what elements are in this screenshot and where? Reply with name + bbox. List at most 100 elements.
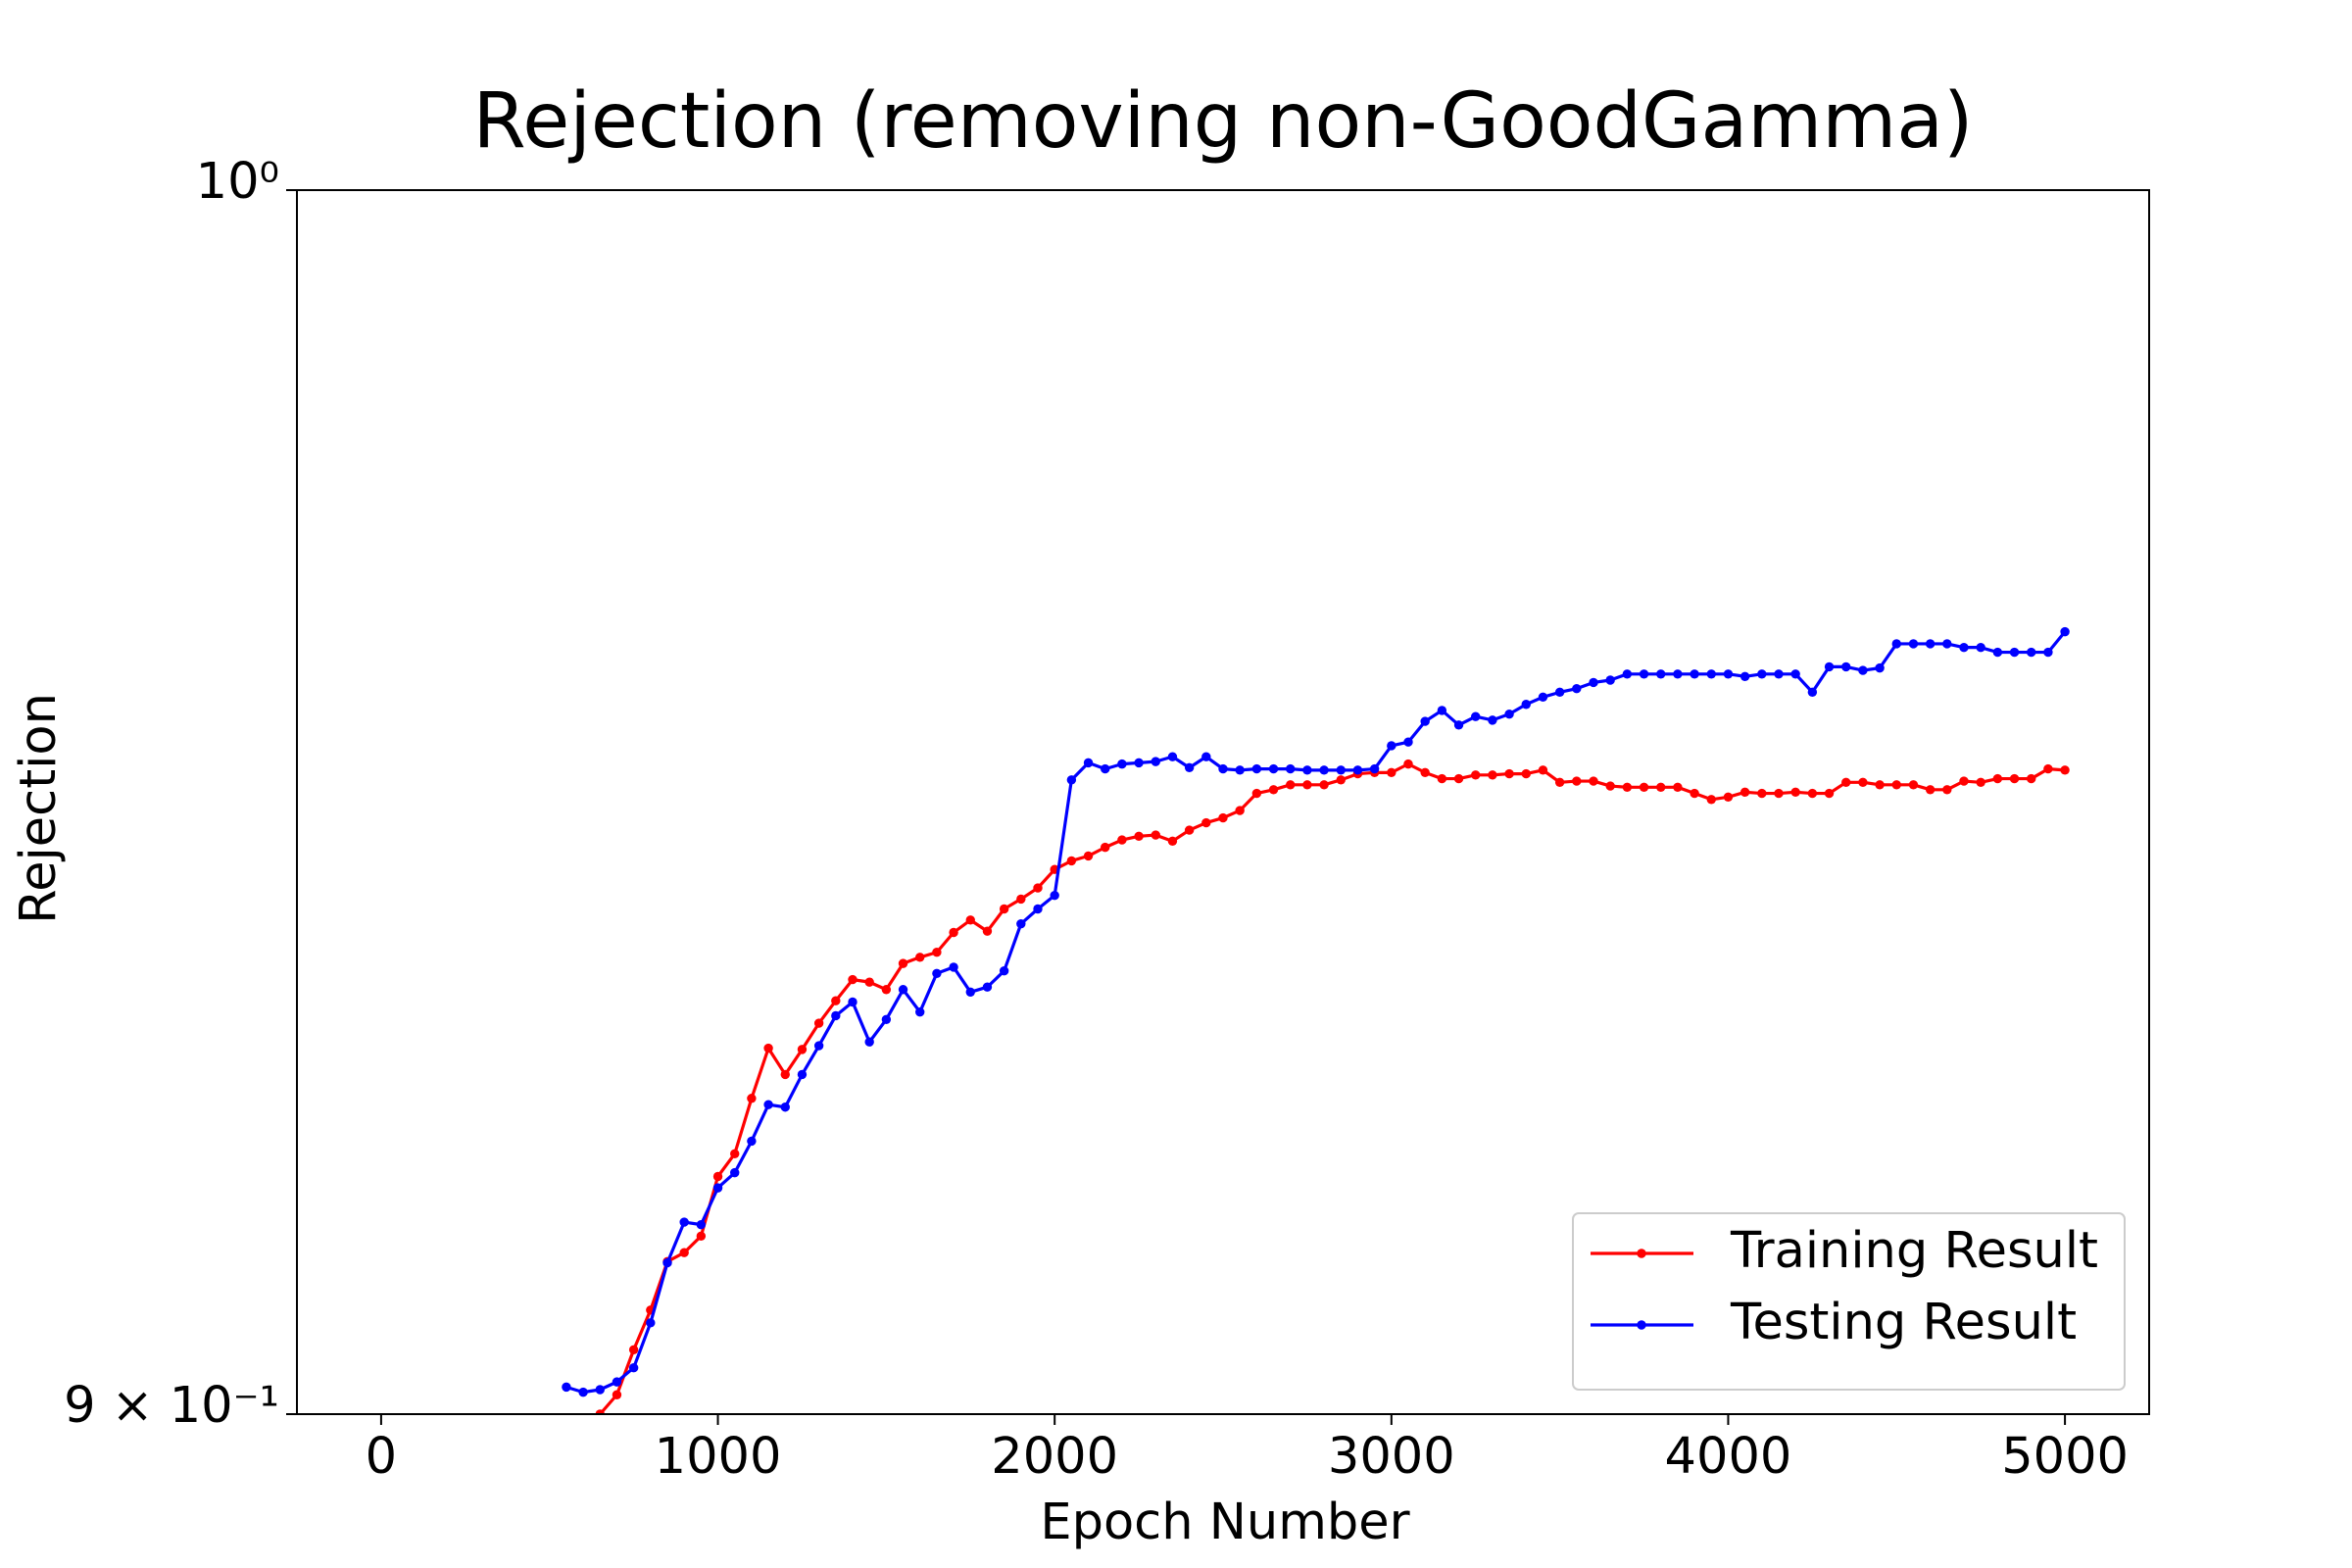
data-point <box>612 1390 622 1399</box>
data-point <box>1302 780 1312 790</box>
data-point <box>1471 770 1481 780</box>
data-point <box>1959 642 1969 653</box>
data-point <box>679 1248 689 1257</box>
data-point <box>1959 776 1969 786</box>
data-point <box>780 1069 790 1080</box>
data-point <box>1723 669 1734 679</box>
data-point <box>1488 770 1497 780</box>
data-point <box>1757 788 1767 799</box>
data-point <box>1033 883 1043 893</box>
data-point <box>1538 692 1548 703</box>
plot-area <box>562 626 2070 1414</box>
x-tick-label: 2000 <box>991 1428 1118 1486</box>
data-point <box>2027 773 2036 784</box>
data-point <box>1251 763 1262 774</box>
data-point <box>1875 662 1885 673</box>
chart-title: Rejection (removing non-GoodGamma) <box>473 77 1974 166</box>
data-point <box>1352 765 1363 775</box>
data-point <box>1908 780 1919 790</box>
data-point <box>1807 687 1818 698</box>
data-point <box>2060 765 2070 775</box>
axes-frame <box>296 189 2150 1415</box>
data-point <box>1656 782 1666 793</box>
data-point <box>2027 647 2036 658</box>
data-point <box>1538 765 1548 775</box>
data-point <box>1151 757 1160 766</box>
data-point <box>1774 788 1784 799</box>
legend: Training Result Testing Result <box>1572 1212 2126 1391</box>
data-point <box>932 968 942 978</box>
data-point <box>679 1217 689 1227</box>
data-point <box>1336 765 1346 775</box>
data-point <box>1066 775 1077 785</box>
data-point <box>1437 773 1447 784</box>
data-point <box>2060 626 2070 637</box>
data-point <box>1824 662 1835 672</box>
data-point <box>1218 812 1228 823</box>
data-point <box>1218 763 1228 774</box>
data-point <box>1521 700 1531 710</box>
data-point <box>1403 737 1413 747</box>
data-point <box>1740 671 1750 681</box>
data-point <box>848 974 858 985</box>
data-point <box>1066 856 1077 866</box>
data-point <box>1841 777 1851 788</box>
x-tick-label: 0 <box>366 1428 397 1486</box>
data-point <box>1740 787 1750 797</box>
data-point <box>1690 788 1699 799</box>
data-point <box>797 1045 808 1054</box>
data-point <box>1824 788 1835 799</box>
data-point <box>848 997 858 1007</box>
data-point <box>982 926 993 936</box>
data-point <box>1016 894 1026 905</box>
data-point <box>1201 752 1211 761</box>
legend-label: Training Result <box>1730 1222 2098 1280</box>
data-point <box>1117 759 1127 769</box>
data-point <box>1925 785 1936 795</box>
data-point <box>949 962 958 972</box>
data-point <box>1908 639 1919 649</box>
data-point <box>1589 677 1598 688</box>
data-point <box>562 1382 571 1393</box>
data-point <box>1605 675 1615 685</box>
data-point <box>1167 836 1178 847</box>
data-point <box>1369 763 1380 774</box>
data-point <box>1622 782 1633 793</box>
data-point <box>595 1409 605 1414</box>
data-point <box>932 948 942 957</box>
data-point <box>999 904 1009 914</box>
data-point <box>1453 773 1464 784</box>
data-point <box>1420 716 1430 726</box>
data-point <box>898 958 908 968</box>
data-point <box>1403 759 1413 769</box>
data-point <box>628 1362 639 1373</box>
data-point <box>2043 647 2053 658</box>
data-point <box>1942 639 1952 649</box>
data-point <box>1033 904 1043 914</box>
x-axis-label: Epoch Number <box>1040 1494 1409 1551</box>
data-point <box>1858 665 1868 675</box>
data-point <box>712 1183 723 1193</box>
data-point <box>662 1257 672 1268</box>
data-point <box>1976 777 1985 788</box>
data-point <box>1807 788 1818 799</box>
data-point <box>1757 669 1767 679</box>
data-point <box>1184 825 1195 835</box>
data-point <box>747 1094 757 1103</box>
data-point <box>1554 777 1565 788</box>
data-point <box>1437 706 1447 715</box>
data-point <box>1891 780 1901 790</box>
data-point <box>1841 662 1851 672</box>
data-point <box>1302 765 1312 775</box>
data-point <box>578 1387 588 1397</box>
data-point <box>780 1102 790 1112</box>
data-point <box>999 966 1009 976</box>
data-point <box>1723 792 1734 802</box>
data-point <box>1690 669 1699 679</box>
data-point <box>595 1385 605 1395</box>
series-line <box>565 630 2067 1395</box>
data-point <box>965 987 975 998</box>
data-point <box>915 953 925 962</box>
